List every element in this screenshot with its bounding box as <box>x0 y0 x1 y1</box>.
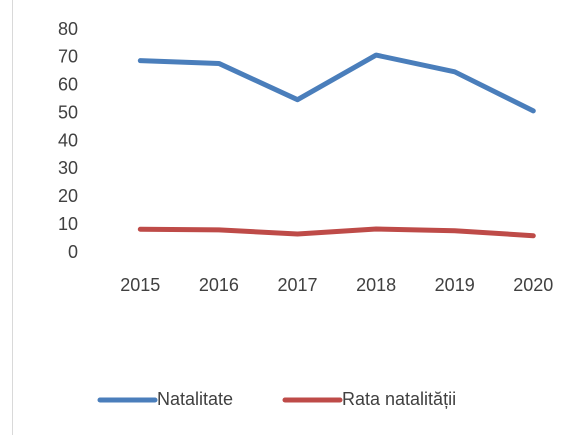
y-tick-label: 20 <box>58 186 78 206</box>
legend-label: Natalitate <box>157 389 233 409</box>
y-tick-label: 0 <box>68 242 78 262</box>
x-tick-label: 2017 <box>277 275 317 295</box>
legend-label: Rata natalității <box>342 389 456 409</box>
y-tick-label: 40 <box>58 130 78 150</box>
x-tick-label: 2018 <box>356 275 396 295</box>
y-tick-label: 30 <box>58 158 78 178</box>
y-tick-label: 50 <box>58 102 78 122</box>
y-tick-label: 10 <box>58 214 78 234</box>
y-tick-label: 60 <box>58 75 78 95</box>
y-tick-label: 80 <box>58 19 78 39</box>
series-line <box>137 226 536 239</box>
x-tick-label: 2016 <box>199 275 239 295</box>
x-tick-label: 2020 <box>513 275 553 295</box>
y-tick-label: 70 <box>58 47 78 67</box>
x-tick-label: 2019 <box>435 275 475 295</box>
x-tick-label: 2015 <box>120 275 160 295</box>
series-line <box>137 52 536 114</box>
